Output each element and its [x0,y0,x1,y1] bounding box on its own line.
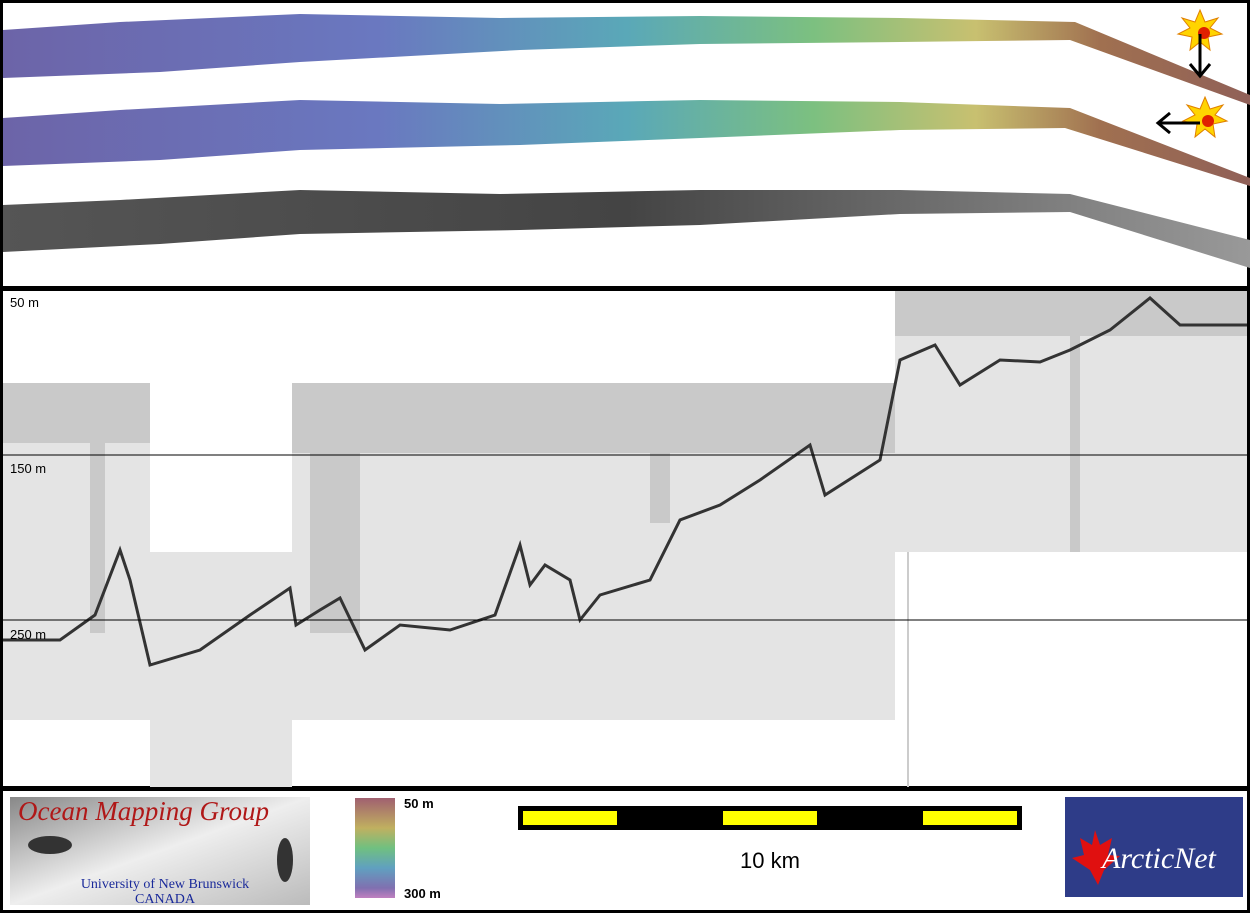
depth-label: 150 m [10,461,46,476]
seismic-record [3,291,1247,787]
backscatter-strip [3,190,1250,268]
maple-leaf [1072,830,1120,885]
color-bar [355,798,395,898]
sun-icon [1176,8,1224,79]
seabed-reflector [3,296,1247,667]
sun-icon [1155,95,1229,139]
depth-label: 250 m [10,627,46,642]
logo-title: Ocean Mapping Group [18,796,269,826]
scale-segment [523,811,617,825]
noise-streaks [3,291,1247,633]
color-bar-label: 300 m [404,886,441,901]
scale-label: 10 km [740,848,800,873]
scale-segment [923,811,1017,825]
color-bar-label: 50 m [404,796,434,811]
logo-text: CANADA [135,892,196,907]
scale-segment [723,811,817,825]
arcticnet-text: ArcticNet [1100,842,1217,875]
logo-graphic [277,838,293,882]
bathymetry-strip [3,14,1250,105]
bathymetry-strip [3,100,1250,186]
depth-label: 50 m [10,295,39,310]
logo-graphic [28,836,72,854]
logo-text: University of New Brunswick [81,877,249,892]
